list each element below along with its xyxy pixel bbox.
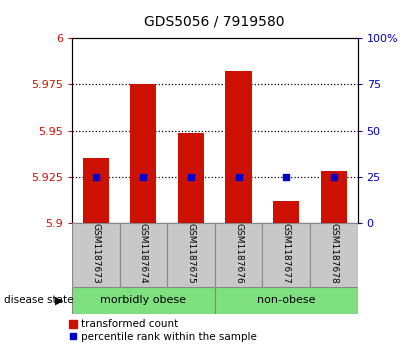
Bar (215, 223, 262, 287)
Bar (72, 223, 120, 287)
Text: GSM1187676: GSM1187676 (234, 223, 243, 284)
Bar (130, 85, 157, 223)
Text: non-obese: non-obese (257, 295, 315, 305)
Bar (215, 287, 358, 314)
Text: ▶: ▶ (55, 295, 64, 305)
Legend: transformed count, percentile rank within the sample: transformed count, percentile rank withi… (69, 319, 257, 342)
Text: morbidly obese: morbidly obese (100, 295, 186, 305)
Text: GSM1187673: GSM1187673 (91, 223, 100, 284)
Text: GSM1187677: GSM1187677 (282, 223, 291, 284)
Bar (120, 223, 167, 287)
Text: GSM1187674: GSM1187674 (139, 223, 148, 284)
Bar (310, 223, 358, 287)
Bar (167, 223, 215, 287)
Bar (226, 72, 252, 223)
Bar (83, 159, 109, 223)
Text: disease state: disease state (4, 295, 74, 305)
Bar (178, 132, 204, 223)
Bar (262, 223, 310, 287)
Bar (321, 171, 347, 223)
Text: GSM1187675: GSM1187675 (187, 223, 196, 284)
Text: GSM1187678: GSM1187678 (329, 223, 338, 284)
Bar (72, 287, 215, 314)
Text: GDS5056 / 7919580: GDS5056 / 7919580 (145, 15, 285, 29)
Bar (273, 201, 299, 223)
